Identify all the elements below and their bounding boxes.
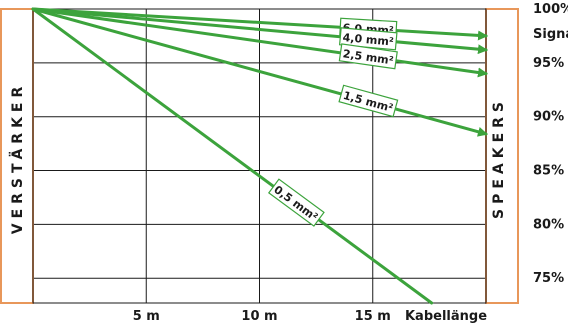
x-axis-label: Kabellänge	[405, 309, 487, 324]
plot-border	[32, 8, 487, 304]
series-label-text: 0,5 mm²	[271, 183, 320, 224]
y-tick-label-90: 90%	[533, 110, 564, 125]
amplifier-panel	[0, 8, 34, 304]
y-tick-label-80: 80%	[533, 217, 564, 232]
series-line-4-0-mm2	[31, 7, 488, 55]
grid-lines	[33, 9, 486, 303]
y-tick-label-95: 95%	[533, 56, 564, 71]
x-axis-ticks: 5 m 10 m 15 m	[133, 309, 391, 324]
series-line-1-5-mm2	[31, 7, 488, 137]
series-label-2-5-mm2: 2,5 mm²	[338, 43, 398, 70]
series-line-6-0-mm2	[31, 7, 488, 41]
speaker-label: SPEAKERS	[491, 97, 507, 219]
series-label-1-5-mm2: 1,5 mm²	[338, 84, 399, 118]
x-tick-label-15: 15 m	[355, 309, 391, 324]
series-label-0-5-mm2: 0,5 mm²	[267, 178, 325, 227]
series-label-box	[267, 178, 325, 227]
y-tick-label-85: 85%	[533, 164, 564, 179]
speaker-panel	[485, 8, 519, 304]
amplifier-label: VERSTÄRKER	[9, 82, 26, 235]
y-axis-label: Signal	[533, 27, 568, 42]
y-axis-ticks: 100% 95% 90% 85% 80% 75%	[533, 2, 568, 286]
series-label-box	[338, 84, 399, 118]
y-tick-label-75: 75%	[533, 271, 564, 286]
x-tick-label-10: 10 m	[241, 309, 277, 324]
series-label-box	[338, 43, 398, 70]
series-label-text: 4,0 mm²	[342, 31, 394, 49]
series-line-2-5-mm2	[31, 7, 488, 78]
series-line-0-5-mm2	[31, 7, 434, 305]
y-tick-label-100: 100%	[533, 2, 568, 17]
x-tick-label-5: 5 m	[133, 309, 160, 324]
series-label-4-0-mm2: 4,0 mm²	[338, 27, 398, 51]
